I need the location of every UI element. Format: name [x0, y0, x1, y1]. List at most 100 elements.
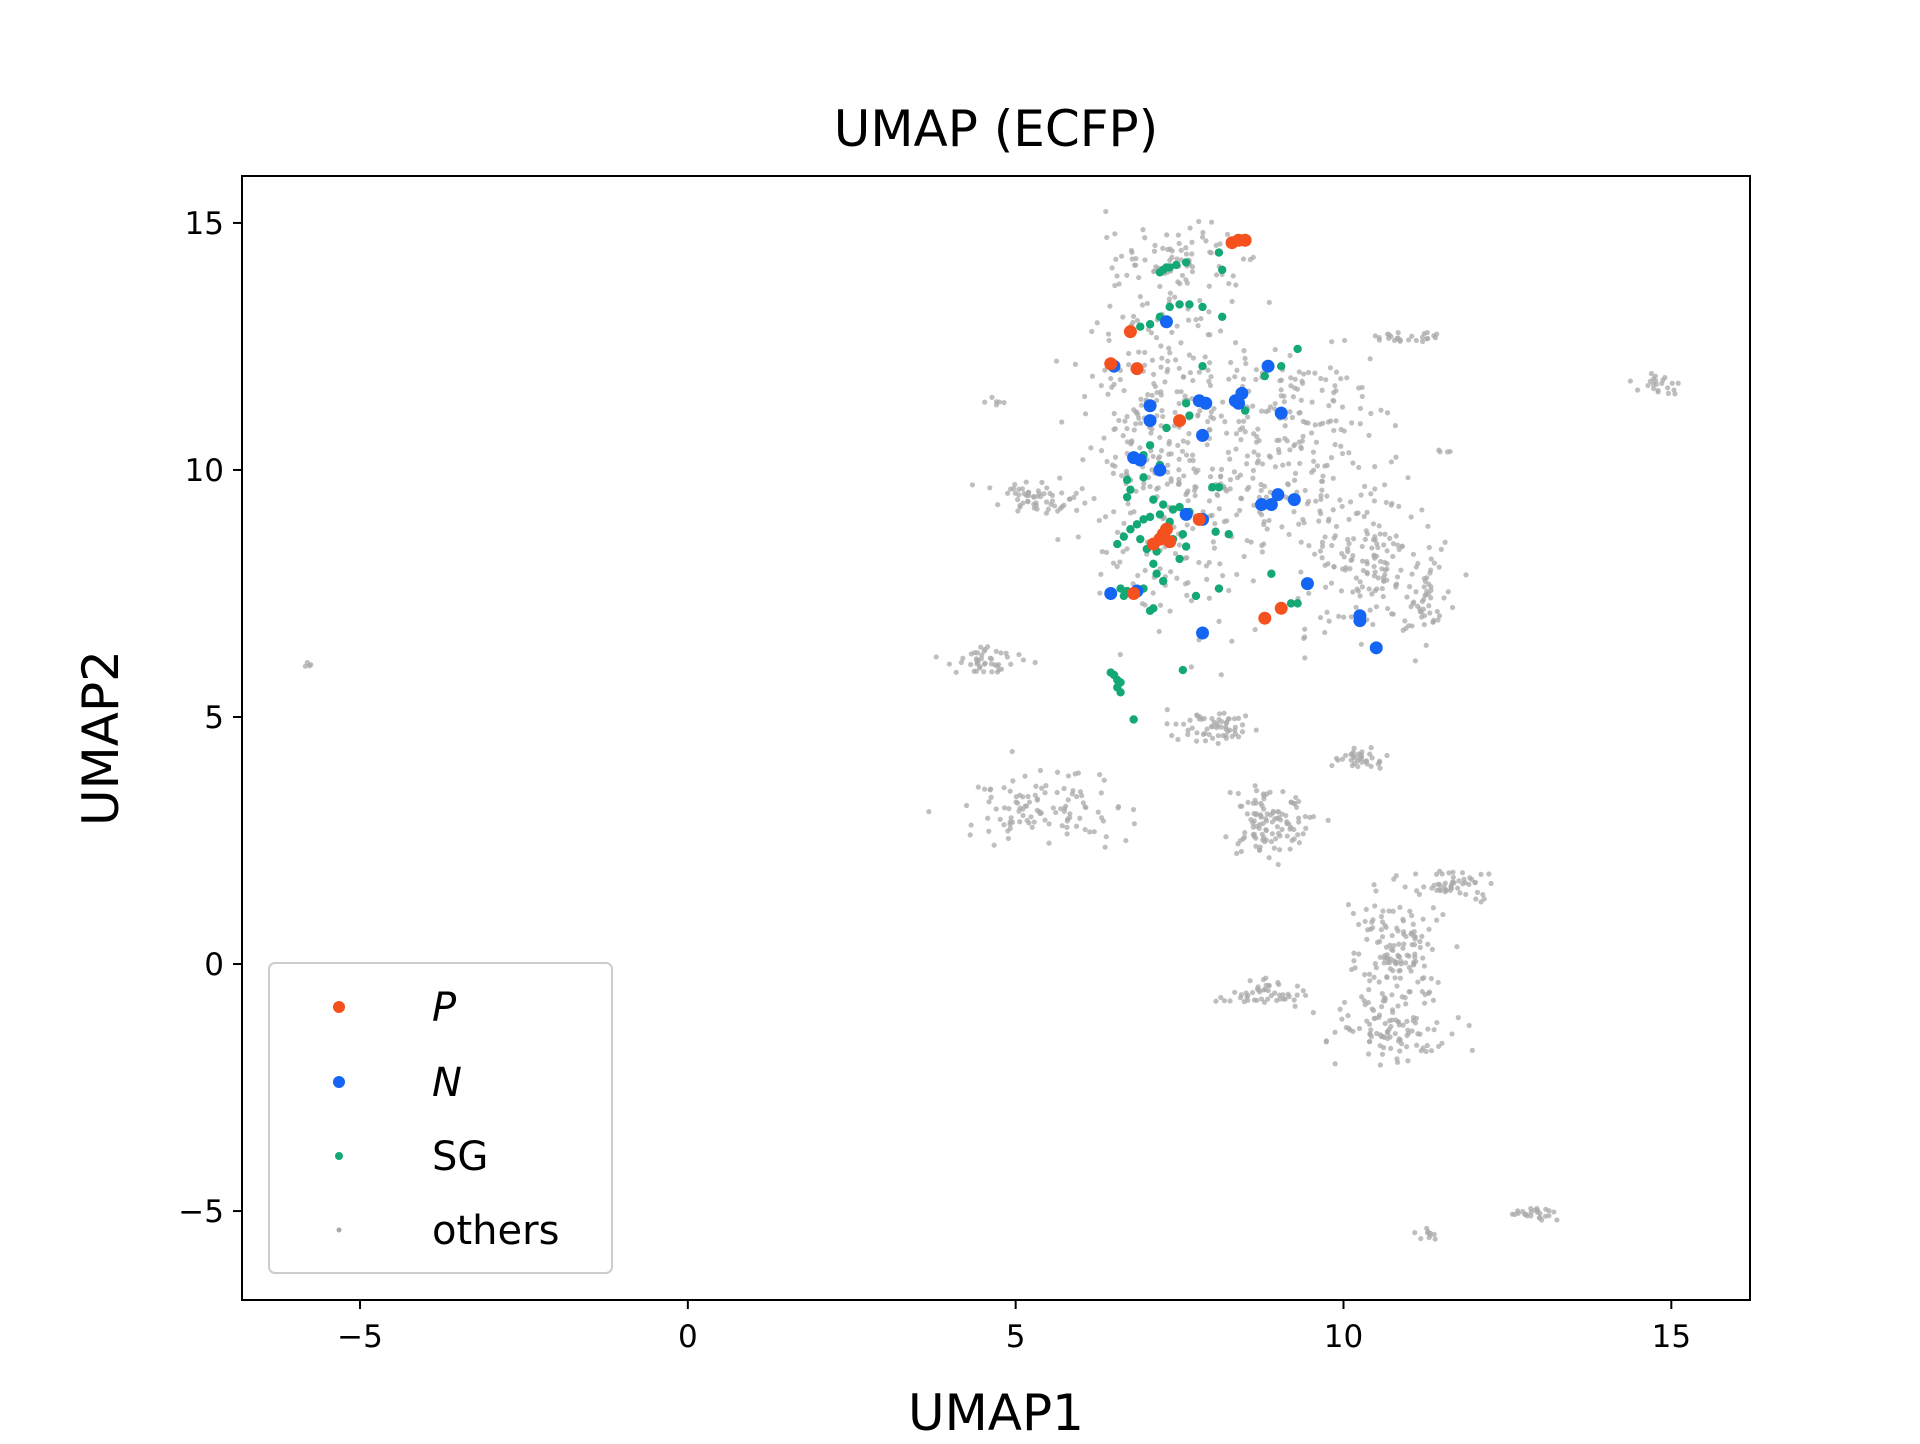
legend-marker-others [336, 1227, 342, 1233]
point-others [1188, 664, 1194, 670]
point-others [1311, 551, 1318, 557]
point-others [1404, 1032, 1410, 1039]
y-tick-label: −5 [178, 1194, 224, 1230]
point-others [1166, 345, 1172, 351]
point-others [977, 664, 983, 670]
point-others [1111, 410, 1117, 417]
point-others [1125, 362, 1132, 368]
legend-label-n: N [432, 1060, 462, 1106]
point-others [986, 799, 992, 805]
point-others [1059, 490, 1065, 496]
point-others [1130, 806, 1137, 813]
point-others [1364, 561, 1370, 567]
point-others [1059, 419, 1065, 425]
point-others [1399, 994, 1405, 1000]
point-others [1320, 473, 1326, 479]
point-others [1405, 475, 1411, 481]
point-others [1250, 254, 1256, 260]
point-others [1075, 534, 1081, 540]
point-others [1049, 492, 1056, 498]
point-others [1406, 584, 1413, 590]
point-others [1032, 792, 1038, 798]
point-others [1469, 1047, 1475, 1053]
point-others [1202, 730, 1208, 737]
point-others [1217, 328, 1224, 334]
point-others [1129, 249, 1135, 255]
point-others [1009, 748, 1015, 755]
point-others [1407, 908, 1413, 914]
point-others [1241, 553, 1247, 560]
point-others [1103, 834, 1109, 840]
point-others [1131, 509, 1137, 515]
point-others [1650, 386, 1657, 392]
point-others [1381, 542, 1387, 548]
point-others [1112, 231, 1118, 237]
point-others [1401, 931, 1407, 937]
point-others [1339, 1016, 1345, 1022]
point-others [958, 659, 964, 666]
point-others [1469, 876, 1475, 883]
point-others [1366, 432, 1372, 438]
point-others [1412, 1020, 1419, 1026]
point-others [1326, 403, 1332, 409]
point-others [1193, 316, 1199, 323]
point-others [1537, 1210, 1543, 1217]
point-others [1412, 936, 1418, 942]
point-others [1421, 621, 1427, 628]
point-others [1224, 719, 1230, 726]
point-others [1250, 820, 1256, 826]
point-n [1300, 577, 1314, 591]
point-others [1228, 359, 1234, 366]
point-others [1066, 496, 1073, 502]
point-others [926, 809, 932, 815]
point-others [1189, 239, 1195, 245]
point-others [1411, 599, 1417, 605]
point-others [1267, 812, 1274, 818]
point-others [1063, 803, 1069, 809]
point-others [1397, 338, 1403, 344]
point-others [995, 502, 1001, 508]
point-others [1450, 869, 1456, 875]
point-others [1005, 828, 1011, 834]
point-others [1131, 821, 1137, 827]
point-others [1168, 478, 1174, 484]
point-others [1379, 934, 1386, 940]
point-others [1184, 592, 1190, 598]
point-others [1124, 413, 1130, 420]
point-others [1348, 614, 1354, 620]
point-others [1369, 545, 1375, 551]
point-others [1044, 485, 1050, 491]
x-tick-label: 15 [1652, 1319, 1691, 1355]
point-others [1240, 836, 1246, 842]
point-others [1459, 870, 1466, 876]
point-others [1288, 799, 1294, 805]
point-others [1249, 989, 1256, 996]
point-others [1188, 598, 1195, 604]
point-others [1159, 407, 1165, 414]
point-others [1074, 507, 1080, 513]
point-others [1381, 960, 1387, 966]
point-others [1169, 254, 1175, 260]
point-others [953, 669, 959, 675]
point-others [1166, 296, 1172, 302]
point-others [1178, 389, 1184, 395]
point-others [1302, 655, 1308, 661]
point-others [1421, 1000, 1428, 1006]
point-n [1369, 641, 1383, 655]
point-others [1055, 536, 1061, 543]
point-others [1305, 369, 1312, 376]
point-others [968, 661, 974, 668]
point-others [1377, 531, 1383, 537]
point-others [1384, 566, 1390, 572]
point-others [1181, 721, 1187, 727]
point-others [1367, 978, 1373, 984]
point-others [1384, 577, 1390, 583]
point-others [1007, 819, 1013, 825]
point-others [1394, 925, 1400, 931]
point-others [1206, 595, 1212, 601]
point-others [1429, 885, 1435, 891]
point-others [1436, 564, 1442, 570]
point-others [1217, 561, 1223, 567]
point-others [1223, 732, 1229, 739]
point-others [1227, 477, 1234, 483]
